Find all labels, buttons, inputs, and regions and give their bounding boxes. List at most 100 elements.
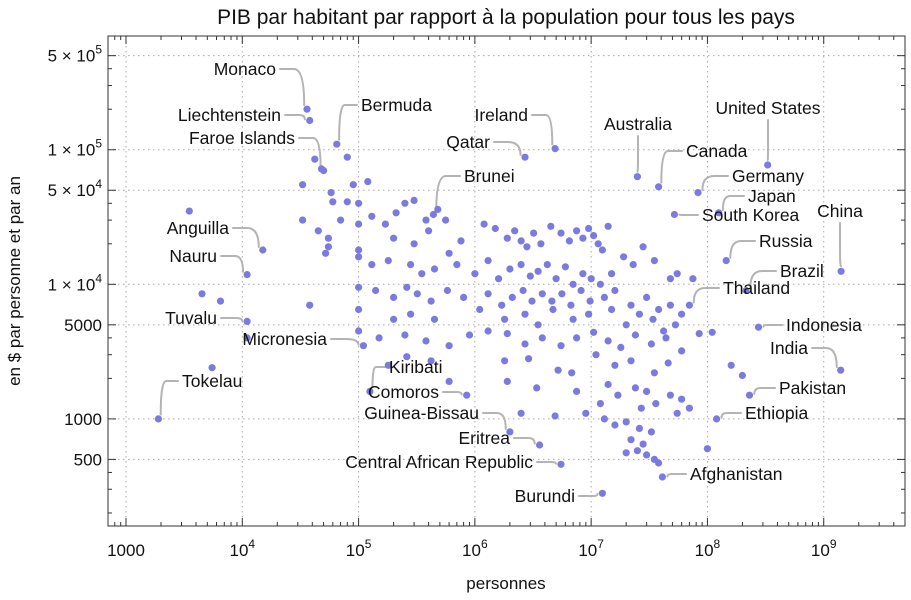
data-point [208, 364, 216, 372]
data-point [629, 261, 637, 269]
data-point [573, 387, 581, 395]
labeled-data-point [685, 301, 694, 309]
labeled-data-point [243, 317, 251, 325]
label-leader [298, 137, 322, 168]
labeled-data-point [320, 167, 328, 175]
data-point [647, 428, 656, 436]
data-point [430, 315, 439, 323]
data-point [324, 243, 332, 251]
data-point [552, 275, 560, 283]
data-point [650, 257, 659, 265]
data-point [678, 395, 686, 403]
labeled-data-point [303, 105, 311, 113]
data-point [511, 227, 519, 235]
data-point [465, 331, 474, 339]
data-point [453, 261, 461, 269]
point-label: Nauru [169, 246, 217, 266]
label-leader [442, 391, 463, 396]
label-leader [720, 412, 742, 419]
point-labels: Monaco Liechtenstein Bermuda Faroe Islands I… [165, 59, 863, 506]
data-point [311, 155, 319, 163]
data-point [639, 243, 647, 251]
data-point [390, 234, 398, 242]
point-label: Bermuda [361, 95, 432, 115]
data-point [548, 297, 556, 305]
data-point [427, 297, 435, 305]
label-leader [284, 114, 306, 121]
data-point [480, 220, 488, 228]
plot-frame [107, 35, 906, 527]
data-point [551, 412, 559, 420]
x-tick-label: 105 [346, 537, 372, 560]
data-point [491, 224, 499, 233]
x-tick-label: 1000 [107, 541, 145, 560]
point-label: Canada [686, 141, 748, 161]
point-label: Pakistan [779, 378, 846, 398]
data-point [526, 272, 534, 280]
label-leader [749, 270, 777, 289]
data-point [549, 305, 557, 314]
data-point [401, 199, 409, 207]
data-point [384, 257, 392, 265]
label-leader [753, 387, 776, 395]
data-point [534, 321, 542, 329]
data-point [534, 267, 542, 275]
data-point [695, 330, 703, 338]
y-tick-label: 1 × 104 [48, 271, 103, 294]
label-leader [531, 114, 554, 146]
y-tick-label: 5 × 104 [48, 177, 103, 200]
data-point [355, 253, 363, 261]
data-point [355, 283, 363, 291]
labeled-data-point [633, 173, 642, 181]
point-label: India [770, 338, 808, 358]
data-point [635, 424, 644, 432]
point-label: Central African Republic [345, 452, 533, 472]
label-leader [493, 141, 522, 157]
data-point [337, 216, 345, 224]
data-point [631, 331, 640, 339]
data-point [617, 343, 625, 351]
data-point [608, 270, 616, 278]
point-label: Indonesia [786, 315, 862, 335]
label-leader [692, 287, 720, 304]
labeled-data-point [536, 441, 544, 449]
data-point [410, 240, 418, 248]
labeled-data-point [551, 145, 559, 153]
data-point [592, 351, 600, 359]
data-point [561, 263, 570, 271]
data-point [185, 207, 193, 215]
data-point [327, 189, 335, 197]
data-point [216, 297, 225, 305]
label-leader [371, 366, 386, 389]
point-label: Eritrea [458, 428, 510, 448]
data-point [622, 321, 630, 329]
label-leader [220, 255, 245, 273]
point-label: Tuvalu [165, 308, 217, 328]
data-point [647, 340, 656, 348]
data-point [577, 286, 585, 295]
data-point [471, 270, 479, 278]
data-point [525, 355, 533, 363]
point-label: Afghanistan [690, 464, 782, 484]
data-point [528, 297, 536, 305]
labeled-data-point [722, 257, 730, 265]
data-point [476, 305, 484, 314]
data-point [501, 315, 509, 323]
labeled-data-point [429, 210, 437, 219]
label-leader [721, 195, 745, 212]
point-label: Liechtenstein [178, 105, 281, 125]
label-leader [701, 175, 729, 192]
data-point [594, 240, 602, 248]
data-point [587, 275, 595, 283]
data-point [390, 293, 398, 301]
data-point [611, 361, 619, 369]
data-point [503, 377, 511, 385]
labeled-data-point [745, 391, 754, 399]
data-point [586, 297, 594, 305]
data-point [662, 334, 670, 342]
data-point [343, 198, 351, 206]
data-point [355, 220, 363, 228]
data-point [569, 280, 577, 288]
point-label: United States [715, 98, 820, 118]
point-label: Ireland [474, 105, 528, 125]
